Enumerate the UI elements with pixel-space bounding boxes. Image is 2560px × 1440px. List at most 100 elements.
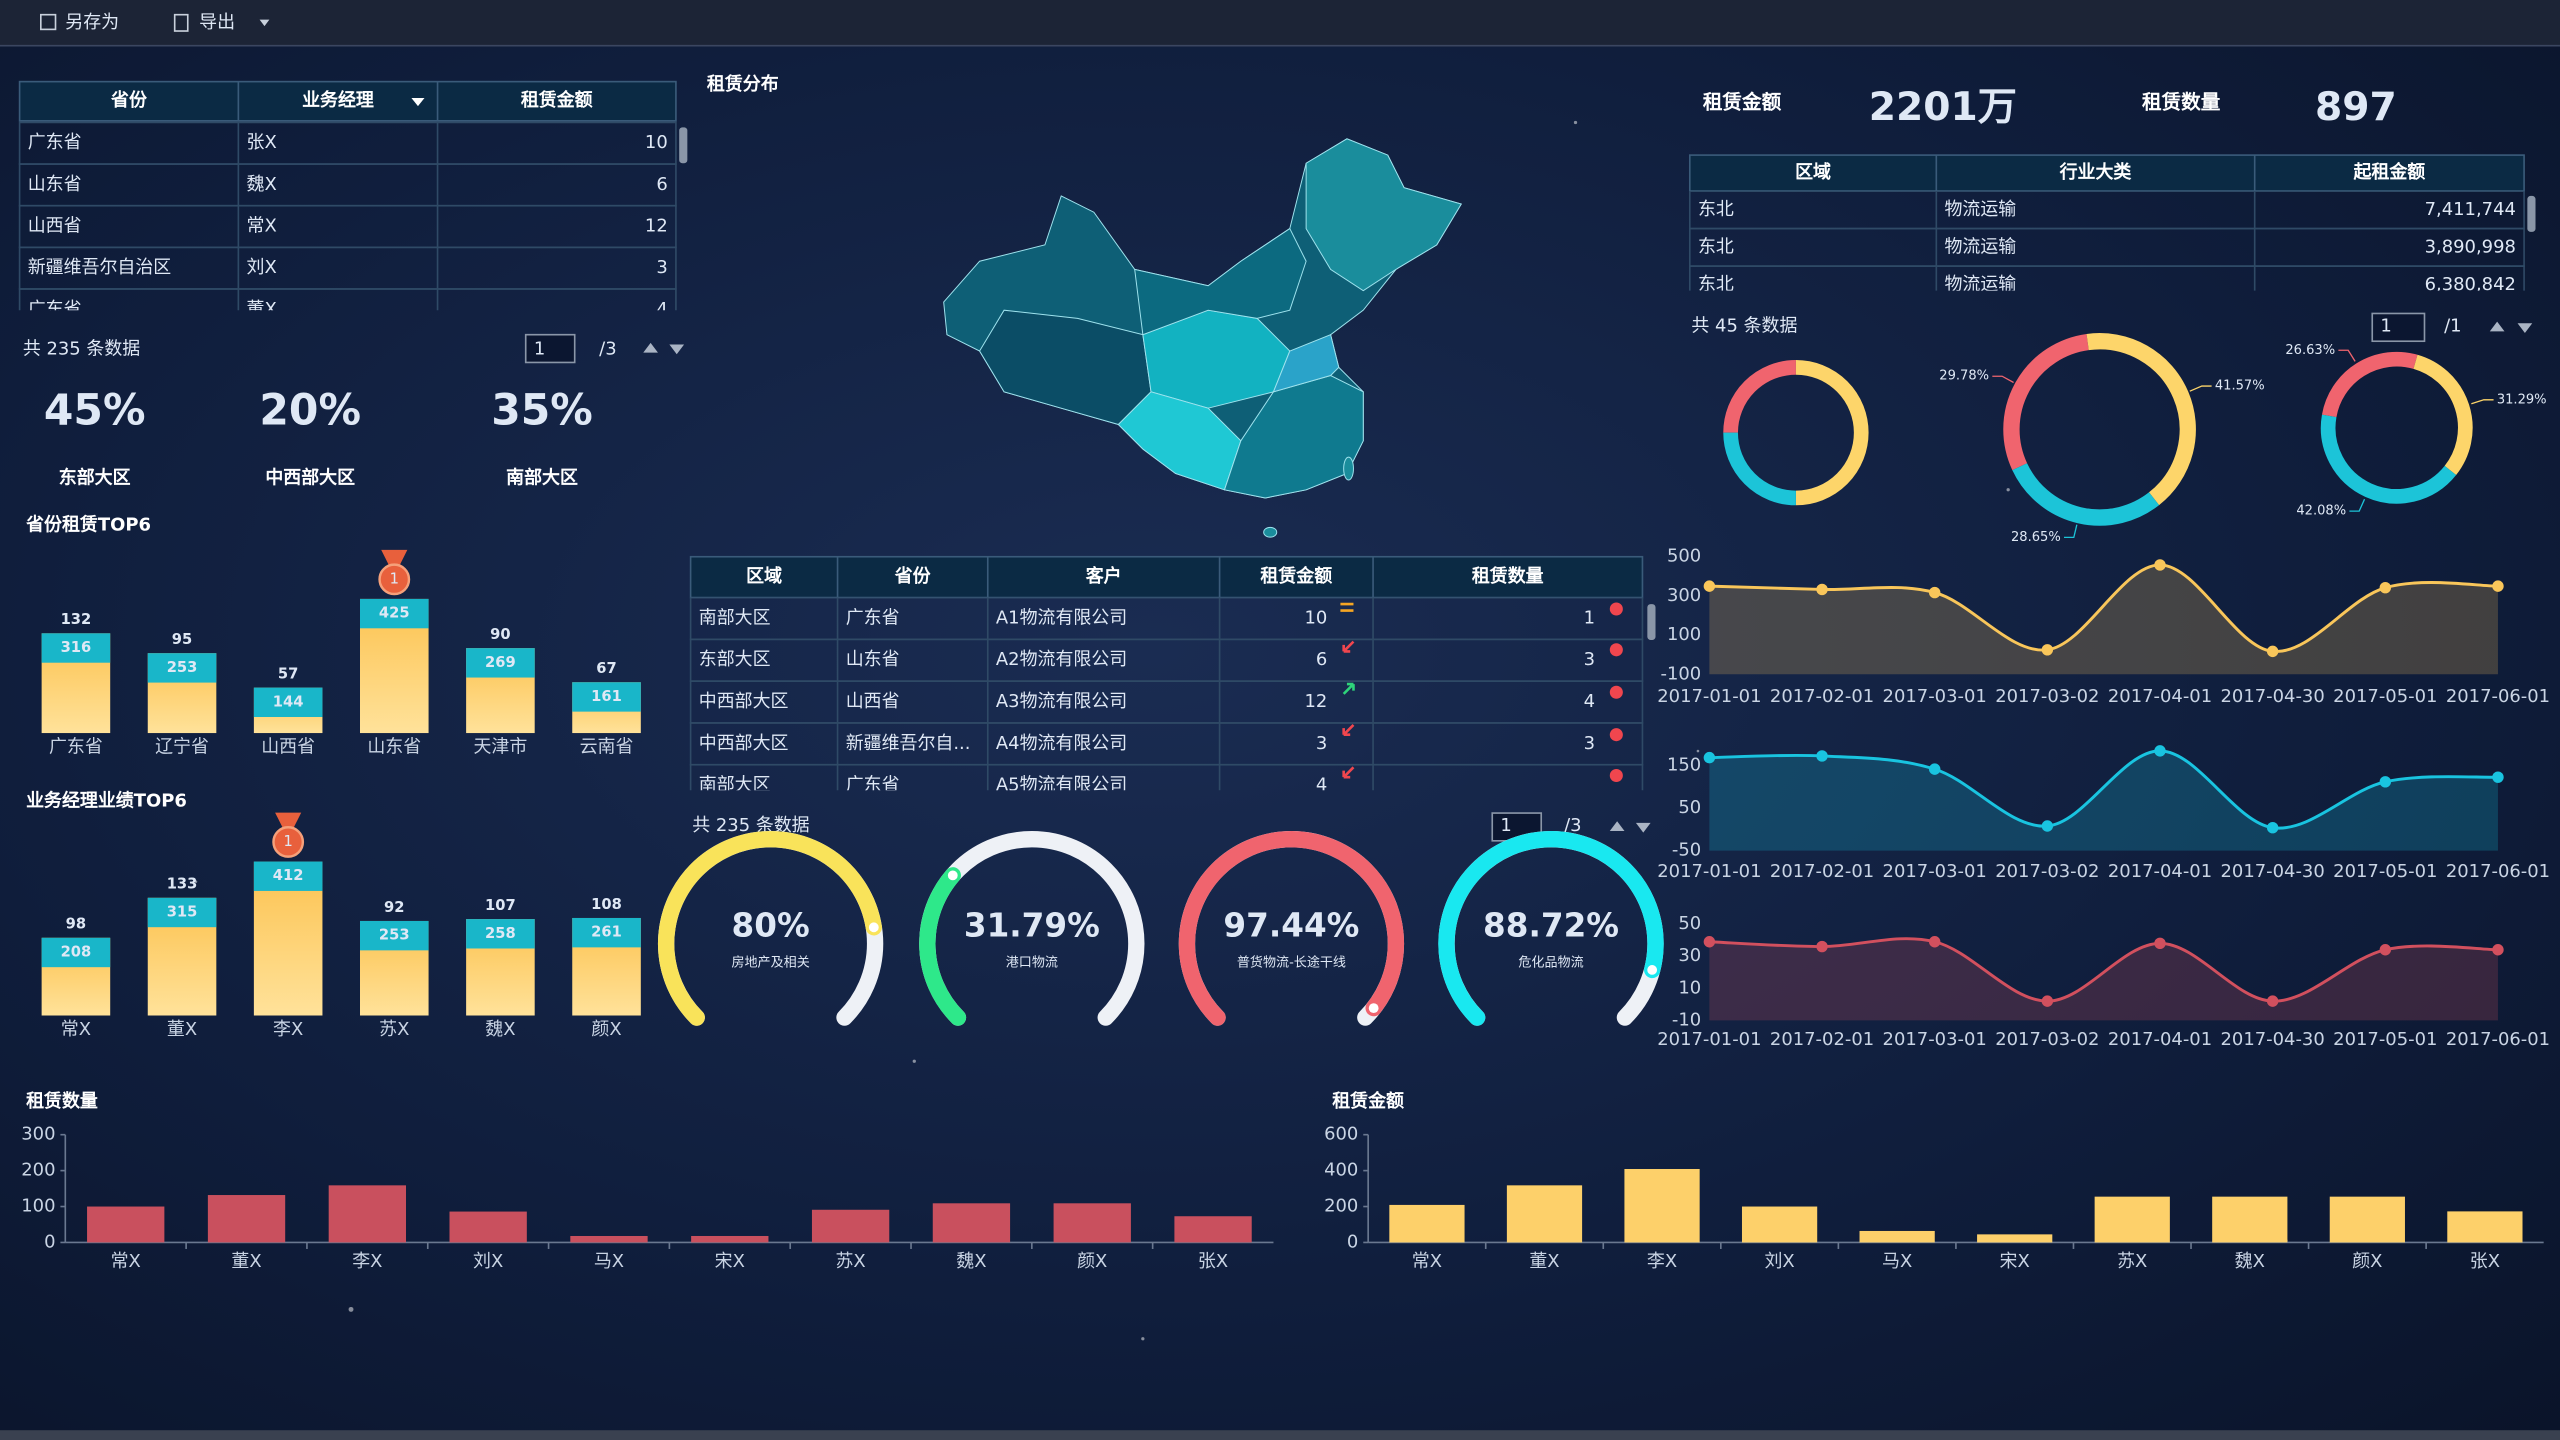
x-tick-label: 2017-04-01: [2108, 686, 2212, 707]
data-label: 161: [591, 688, 622, 705]
point: [2266, 995, 2279, 1007]
bottom-bar: [0, 1430, 2560, 1440]
table-cell: 3: [1584, 733, 1595, 754]
pager-arrows[interactable]: [643, 342, 685, 355]
table-cell: 山东省: [28, 174, 82, 195]
x-tick-label: 2017-03-02: [1995, 1029, 2099, 1050]
gauge-value: [919, 867, 967, 1026]
top-label: 132: [61, 611, 92, 628]
donut-label: 28.65%: [2011, 530, 2061, 545]
point: [1816, 583, 1828, 596]
top-label: 108: [591, 896, 622, 913]
donut-segment: [2003, 333, 2089, 471]
x-tick-label: 云南省: [580, 737, 634, 758]
table-cell: 7,411,744: [2425, 199, 2516, 220]
donut-label: 26.63%: [2285, 343, 2335, 358]
area-fill: [1709, 564, 2498, 675]
x-tick-label: 2017-01-01: [1657, 1029, 1761, 1050]
x-tick-label: 2017-01-01: [1657, 861, 1761, 882]
x-tick-label: 2017-03-01: [1883, 861, 1987, 882]
table-cell: 中西部大区: [699, 733, 789, 754]
table-cell: 6,380,842: [2425, 274, 2516, 295]
x-tick-label: 2017-03-02: [1995, 861, 2099, 882]
x-tick-label: 2017-05-01: [2333, 1029, 2437, 1050]
kpi-label: 南部大区: [506, 466, 578, 488]
line: [1709, 937, 2498, 1003]
point: [2492, 771, 2504, 783]
save-as-button[interactable]: 另存为: [65, 12, 119, 33]
bar: [2329, 1196, 2405, 1243]
sort-dropdown[interactable]: [411, 97, 425, 107]
table-cell: 12: [1305, 691, 1328, 712]
top-label: 95: [172, 631, 192, 648]
x-tick-label: 颜X: [2352, 1251, 2382, 1272]
chart-title: 租赁数量: [26, 1090, 98, 1112]
point: [2041, 995, 2054, 1007]
scrollbar[interactable]: [1647, 604, 1656, 640]
table-header: 省份: [894, 565, 931, 587]
bar: [87, 1206, 165, 1243]
y-tick-label: 10: [1678, 977, 1701, 998]
x-tick-label: 2017-02-01: [1770, 686, 1874, 707]
gauge-value: [657, 831, 882, 1026]
table-cell: A3物流有限公司: [996, 691, 1127, 712]
table-header-bg: [1688, 154, 2525, 192]
point: [2492, 580, 2504, 592]
table-row: [1688, 265, 2525, 291]
medal: [272, 826, 305, 858]
gauge-value: [1178, 831, 1405, 1026]
bar-cap: [41, 937, 111, 968]
donut-label: 29.78%: [1939, 369, 1989, 384]
x-tick-label: 颜X: [591, 1019, 621, 1040]
x-tick-label: 李X: [273, 1019, 303, 1040]
page-count: /1: [2444, 316, 2461, 337]
page-input[interactable]: [2371, 312, 2426, 343]
table-cell: A4物流有限公司: [996, 733, 1127, 754]
table-total: 共 45 条数据: [1691, 316, 1797, 337]
page-input[interactable]: [524, 333, 576, 364]
x-tick-label: 2017-04-30: [2221, 686, 2325, 707]
x-tick-label: 2017-01-01: [1657, 686, 1761, 707]
donut-label: 41.57%: [2215, 379, 2265, 394]
table-cell: 10: [645, 132, 668, 153]
scrollbar[interactable]: [679, 127, 688, 164]
top-label: 57: [278, 666, 298, 683]
y-tick-label: 0: [44, 1231, 55, 1252]
point: [1928, 586, 1941, 599]
table-header: 业务经理: [302, 89, 374, 111]
medal-ribbon: [381, 549, 408, 570]
scrollbar[interactable]: [2527, 195, 2536, 232]
y-tick-label: 0: [1347, 1231, 1358, 1252]
medal-rank: 1: [283, 833, 292, 850]
kpi-value: 20%: [259, 387, 361, 436]
x-tick-label: 魏X: [956, 1251, 986, 1272]
table-row: [689, 763, 1644, 791]
point: [1703, 580, 1716, 592]
x-tick-label: 2017-02-01: [1770, 861, 1874, 882]
donut-label: 31.29%: [2497, 392, 2547, 407]
top-label: 133: [167, 876, 198, 893]
y-tick-label: 600: [1324, 1124, 1358, 1145]
point: [2154, 745, 2166, 757]
donut-segment: [2012, 463, 2160, 526]
top-label: 107: [485, 897, 516, 914]
gauge-value-label: 88.72%: [1483, 906, 1619, 944]
table-row: [18, 288, 677, 311]
table-total: 共 235 条数据: [692, 815, 809, 836]
table-header-bg: [18, 80, 677, 122]
export-button[interactable]: 导出: [199, 12, 235, 33]
table-cell: 广东省: [846, 775, 900, 796]
export-dropdown[interactable]: [259, 19, 270, 27]
medal: [378, 563, 411, 596]
pager-arrows[interactable]: [2489, 321, 2533, 334]
line: [1709, 749, 2499, 830]
y-tick-label: 100: [21, 1196, 55, 1217]
point: [2041, 644, 2054, 656]
page-number: 1: [1500, 815, 1511, 836]
area-fill: [1709, 938, 2498, 1021]
pager-arrows[interactable]: [1609, 821, 1651, 833]
bar: [328, 1185, 407, 1243]
